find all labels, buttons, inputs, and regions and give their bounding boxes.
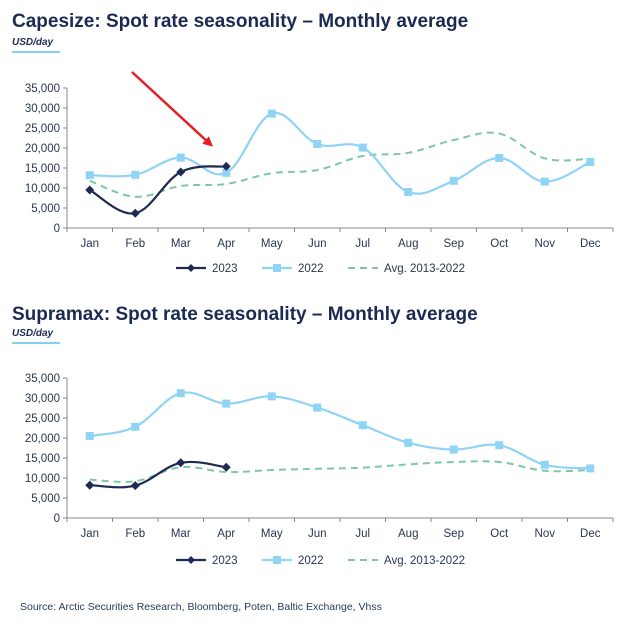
capesize-x-tick-label-nov: Nov bbox=[535, 238, 556, 250]
supramax-point-2022 bbox=[404, 438, 413, 447]
supramax-point-2022 bbox=[495, 441, 504, 450]
supramax-x-tick-label-aug: Aug bbox=[398, 528, 418, 540]
capesize-legend-2023-marker bbox=[187, 264, 195, 272]
supramax-series-2023-line bbox=[89, 460, 227, 489]
supramax-point-2022 bbox=[131, 422, 140, 431]
supramax-x-tick-label-jul: Jul bbox=[355, 528, 370, 540]
supramax-series-avg-2013-2022-line bbox=[89, 460, 591, 483]
capesize-y-tick-label: 5,000 bbox=[31, 203, 60, 215]
supramax-x-tick-label-jan: Jan bbox=[80, 528, 99, 540]
supramax-y-tick-label: 15,000 bbox=[25, 453, 60, 465]
supramax-point-2022 bbox=[449, 445, 458, 454]
capesize-point-2023 bbox=[221, 161, 231, 171]
supramax-y-tick-label: 0 bbox=[54, 513, 60, 525]
capesize-x-tick-label-apr: Apr bbox=[217, 238, 235, 250]
supramax-point-2022 bbox=[313, 403, 322, 412]
capesize-point-2022 bbox=[176, 153, 185, 162]
capesize-unit-underline bbox=[12, 51, 60, 53]
supramax-y-tick-label: 10,000 bbox=[25, 473, 60, 485]
supramax-point-2022 bbox=[176, 389, 185, 398]
capesize-series-avg-2013-2022-line bbox=[89, 131, 591, 198]
capesize-unit-label: USD/day bbox=[12, 37, 54, 48]
supramax-point-2023 bbox=[176, 458, 186, 468]
capesize-x-tick-label-jan: Jan bbox=[80, 238, 99, 250]
capesize-y-tick-label: 20,000 bbox=[25, 143, 60, 155]
supramax-x-tick-label-jun: Jun bbox=[308, 528, 327, 540]
capesize-point-2022 bbox=[495, 154, 504, 162]
supramax-legend-2022-label: 2022 bbox=[298, 555, 324, 567]
supramax-y-tick-label: 35,000 bbox=[25, 373, 60, 385]
supramax-point-2022 bbox=[540, 460, 549, 469]
supramax-point-2022 bbox=[222, 399, 231, 408]
capesize-y-tick-label: 15,000 bbox=[25, 163, 60, 175]
capesize-legend-2022-label: 2022 bbox=[298, 263, 324, 275]
supramax-point-2023 bbox=[130, 481, 140, 491]
capesize-point-2022 bbox=[313, 140, 322, 148]
capesize-annotation-arrow bbox=[131, 71, 213, 147]
capesize-x-tick-label-jul: Jul bbox=[355, 238, 370, 250]
capesize-point-2022 bbox=[404, 188, 413, 196]
supramax-point-2022 bbox=[586, 464, 595, 473]
capesize-series-2022-line bbox=[89, 111, 591, 195]
supramax-point-2022 bbox=[85, 432, 94, 440]
supramax-legend-2023-label: 2023 bbox=[212, 555, 238, 567]
capesize-x-tick-label-sep: Sep bbox=[444, 238, 464, 250]
supramax-point-2022 bbox=[358, 421, 367, 430]
capesize-chart: 0 5,000 10,000 15,000 20,000 25,000 30,000 35,0… bbox=[25, 71, 614, 275]
capesize-y-tick-label: 0 bbox=[54, 223, 60, 235]
supramax-point-2022 bbox=[267, 392, 276, 401]
supramax-legend-2022-marker bbox=[273, 556, 281, 564]
capesize-x-tick-label-jun: Jun bbox=[308, 238, 327, 250]
capesize-y-tick-label: 30,000 bbox=[25, 103, 60, 115]
capesize-point-2022 bbox=[267, 109, 276, 118]
capesize-x-tick-label-dec: Dec bbox=[580, 238, 601, 250]
capesize-point-2022 bbox=[85, 171, 94, 180]
supramax-x-tick-label-mar: Mar bbox=[171, 528, 191, 540]
source-note: Source: Arctic Securities Research, Bloo… bbox=[20, 601, 382, 613]
supramax-x-tick-label-dec: Dec bbox=[580, 528, 601, 540]
capesize-x-tick-label-oct: Oct bbox=[490, 238, 509, 250]
supramax-x-tick-label-nov: Nov bbox=[535, 528, 556, 540]
supramax-y-tick-label: 20,000 bbox=[25, 433, 60, 445]
supramax-y-tick-label: 30,000 bbox=[25, 393, 60, 405]
supramax-point-2023 bbox=[85, 480, 95, 490]
capesize-x-tick-label-mar: Mar bbox=[171, 238, 191, 250]
supramax-x-tick-label-sep: Sep bbox=[444, 528, 464, 540]
supramax-series-2022-line bbox=[89, 391, 591, 470]
capesize-legend-avg-2013-2022-label: Avg. 2013-2022 bbox=[384, 263, 465, 275]
supramax-point-2023 bbox=[221, 462, 231, 472]
supramax-y-tick-label: 25,000 bbox=[25, 413, 60, 425]
capesize-y-tick-label: 35,000 bbox=[25, 83, 60, 95]
capesize-y-tick-label: 10,000 bbox=[25, 183, 60, 195]
capesize-point-2022 bbox=[222, 168, 231, 177]
capesize-point-2022 bbox=[131, 170, 140, 179]
capesize-legend-2023-label: 2023 bbox=[212, 263, 238, 275]
capesize-point-2022 bbox=[540, 177, 549, 186]
capesize-point-2023 bbox=[130, 208, 140, 218]
supramax-x-tick-label-oct: Oct bbox=[490, 528, 509, 540]
supramax-chart-title: Supramax: Spot rate seasonality – Monthl… bbox=[12, 304, 478, 325]
capesize-x-tick-label-may: May bbox=[261, 238, 283, 250]
capesize-series-2023-line bbox=[89, 165, 227, 215]
supramax-y-tick-label: 5,000 bbox=[31, 493, 60, 505]
capesize-x-tick-label-feb: Feb bbox=[125, 238, 145, 250]
capesize-chart-title: Capesize: Spot rate seasonality – Monthl… bbox=[12, 11, 469, 32]
supramax-legend-avg-2013-2022-label: Avg. 2013-2022 bbox=[384, 555, 465, 567]
supramax-legend-2023-marker bbox=[187, 556, 195, 564]
capesize-point-2023 bbox=[85, 185, 95, 195]
supramax-unit-label: USD/day bbox=[12, 328, 54, 339]
capesize-point-2022 bbox=[586, 158, 595, 166]
supramax-x-tick-label-apr: Apr bbox=[217, 528, 235, 540]
supramax-x-tick-label-may: May bbox=[261, 528, 283, 540]
capesize-point-2023 bbox=[176, 167, 186, 177]
supramax-unit-underline bbox=[12, 342, 60, 344]
capesize-point-2022 bbox=[449, 176, 458, 185]
supramax-x-tick-label-feb: Feb bbox=[125, 528, 145, 540]
capesize-point-2022 bbox=[358, 143, 367, 152]
supramax-chart: 0 5,000 10,000 15,000 20,000 25,000 30,000 35,0… bbox=[25, 373, 614, 567]
capesize-y-tick-label: 25,000 bbox=[25, 123, 60, 135]
capesize-x-tick-label-aug: Aug bbox=[398, 238, 418, 250]
capesize-legend-2022-marker bbox=[273, 264, 281, 272]
